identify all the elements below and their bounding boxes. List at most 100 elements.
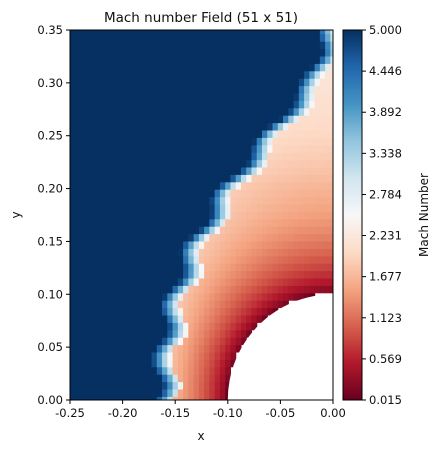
- field-cell: [230, 329, 237, 338]
- field-cell: [162, 366, 168, 375]
- field-cell: [172, 218, 179, 227]
- field-cell: [151, 381, 158, 390]
- field-cell: [214, 196, 221, 205]
- field-cell: [183, 174, 189, 183]
- field-cell: [88, 129, 95, 138]
- field-cell: [151, 292, 158, 301]
- field-cell: [130, 122, 137, 131]
- field-cell: [319, 174, 326, 183]
- field-cell: [167, 196, 174, 205]
- field-cell: [293, 189, 300, 198]
- field-cell: [204, 248, 210, 257]
- field-cell: [293, 107, 300, 116]
- field-cell: [188, 374, 195, 383]
- field-cell: [167, 329, 174, 338]
- field-cell: [146, 329, 153, 338]
- field-cell: [251, 181, 258, 190]
- field-cell: [314, 115, 321, 124]
- field-cell: [272, 203, 279, 212]
- field-cell: [272, 166, 279, 175]
- x-axis-label: x: [197, 429, 204, 443]
- field-cell: [172, 33, 179, 42]
- field-cell: [156, 233, 163, 242]
- field-cell: [188, 396, 195, 400]
- field-cell: [209, 55, 216, 64]
- field-cell: [109, 48, 116, 57]
- field-cell: [98, 396, 105, 400]
- field-cell: [193, 70, 200, 79]
- field-cell: [93, 211, 100, 220]
- field-cell: [288, 255, 295, 264]
- field-cell: [156, 196, 163, 205]
- field-cell: [219, 255, 226, 264]
- field-cell: [261, 92, 268, 101]
- field-cell: [77, 85, 84, 94]
- field-cell: [261, 203, 268, 212]
- field-cell: [98, 30, 105, 35]
- field-cell: [204, 277, 210, 286]
- field-cell: [314, 33, 321, 42]
- field-cell: [204, 30, 210, 35]
- field-cell: [256, 248, 263, 257]
- field-cell: [256, 255, 263, 264]
- field-cell: [246, 226, 253, 235]
- field-cell: [70, 226, 74, 235]
- field-cell: [72, 366, 79, 375]
- field-cell: [83, 314, 90, 323]
- field-cell: [70, 270, 74, 279]
- field-cell: [146, 226, 153, 235]
- field-cell: [167, 159, 174, 168]
- field-cell: [104, 92, 111, 101]
- field-cell: [172, 41, 179, 50]
- field-cell: [298, 159, 305, 168]
- field-cell: [330, 181, 333, 190]
- field-cell: [146, 63, 153, 72]
- field-cell: [304, 107, 310, 116]
- field-cell: [93, 137, 100, 146]
- field-cell: [151, 307, 158, 316]
- field-cell: [240, 30, 247, 35]
- field-cell: [272, 85, 279, 94]
- field-cell: [77, 92, 84, 101]
- field-cell: [225, 226, 232, 235]
- field-cell: [119, 248, 126, 257]
- field-cell: [298, 255, 305, 264]
- field-cell: [119, 48, 126, 57]
- field-cell: [235, 30, 242, 35]
- field-cell: [219, 129, 226, 138]
- field-cell: [283, 152, 289, 161]
- field-cell: [98, 137, 105, 146]
- field-cell: [93, 314, 100, 323]
- field-cell: [319, 285, 326, 294]
- field-cell: [193, 174, 200, 183]
- field-cell: [156, 181, 163, 190]
- field-cell: [183, 211, 189, 220]
- field-cell: [172, 174, 179, 183]
- field-cell: [109, 159, 116, 168]
- field-cell: [146, 255, 153, 264]
- field-cell: [93, 292, 100, 301]
- y-tick-label: 0.35: [37, 23, 63, 37]
- field-cell: [104, 322, 111, 331]
- field-cell: [288, 107, 295, 116]
- field-cell: [198, 41, 205, 50]
- field-cell: [135, 240, 142, 249]
- field-cell: [277, 30, 284, 35]
- field-cell: [298, 240, 305, 249]
- field-cell: [198, 285, 205, 294]
- field-cell: [172, 263, 179, 272]
- field-cell: [267, 92, 274, 101]
- field-cell: [151, 248, 158, 257]
- field-cell: [177, 203, 184, 212]
- field-cell: [70, 189, 74, 198]
- field-cell: [230, 292, 237, 301]
- field-cell: [77, 344, 84, 353]
- field-cell: [167, 33, 174, 42]
- field-cell: [156, 270, 163, 279]
- field-cell: [198, 181, 205, 190]
- field-cell: [188, 300, 195, 309]
- field-cell: [188, 359, 195, 368]
- field-cell: [283, 48, 289, 57]
- field-cell: [230, 233, 237, 242]
- field-cell: [98, 92, 105, 101]
